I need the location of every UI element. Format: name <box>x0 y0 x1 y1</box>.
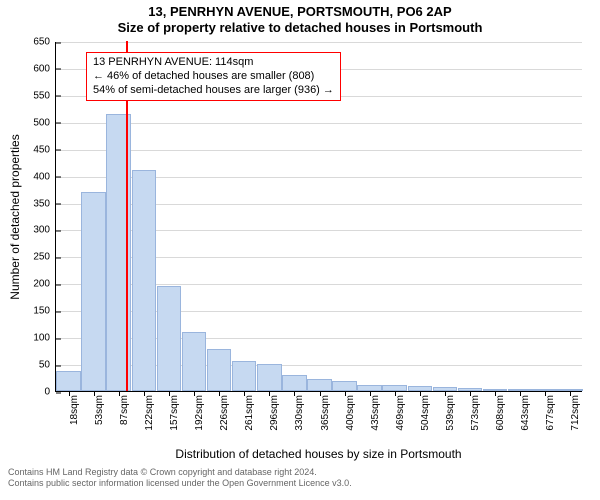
x-tick-label: 469sqm <box>395 395 406 431</box>
footer-attribution: Contains HM Land Registry data © Crown c… <box>8 467 352 490</box>
annotation-line: 54% of semi-detached houses are larger (… <box>93 84 334 98</box>
x-axis-label: Distribution of detached houses by size … <box>175 447 461 461</box>
x-tick-label: 643sqm <box>520 395 531 431</box>
x-tick-label: 712sqm <box>570 395 581 431</box>
y-axis-label: Number of detached properties <box>8 134 22 299</box>
y-tick-label: 600 <box>33 63 56 74</box>
x-tick-label: 504sqm <box>420 395 431 431</box>
y-tick-label: 0 <box>44 387 56 398</box>
histogram-bar <box>182 332 207 391</box>
y-tick-label: 500 <box>33 117 56 128</box>
y-tick-label: 50 <box>39 360 56 371</box>
y-tick-label: 150 <box>33 306 56 317</box>
y-tick-label: 300 <box>33 225 56 236</box>
histogram-bar <box>56 371 81 391</box>
y-tick-label: 200 <box>33 279 56 290</box>
footer-line1: Contains HM Land Registry data © Crown c… <box>8 467 352 478</box>
annotation-line: ← 46% of detached houses are smaller (80… <box>93 70 334 84</box>
x-tick-label: 573sqm <box>470 395 481 431</box>
plot-area-wrapper: 0501001502002503003504004505005506006501… <box>55 42 582 392</box>
plot-area: 0501001502002503003504004505005506006501… <box>55 42 582 392</box>
x-tick-label: 435sqm <box>370 395 381 431</box>
x-tick-label: 87sqm <box>119 395 130 425</box>
x-tick-label: 18sqm <box>69 395 80 425</box>
histogram-bar <box>132 170 157 391</box>
histogram-bar <box>232 361 257 391</box>
x-tick-label: 122sqm <box>144 395 155 431</box>
x-tick-label: 539sqm <box>445 395 456 431</box>
histogram-bar <box>332 381 357 391</box>
y-tick-label: 100 <box>33 333 56 344</box>
histogram-bar <box>207 349 232 391</box>
x-tick-label: 53sqm <box>94 395 105 425</box>
y-tick-label: 450 <box>33 144 56 155</box>
x-tick-label: 608sqm <box>495 395 506 431</box>
x-tick-label: 192sqm <box>194 395 205 431</box>
chart-container: 13, PENRHYN AVENUE, PORTSMOUTH, PO6 2AP … <box>0 0 600 500</box>
chart-title-line2: Size of property relative to detached ho… <box>0 20 600 36</box>
annotation-box: 13 PENRHYN AVENUE: 114sqm← 46% of detach… <box>86 52 341 101</box>
x-tick-label: 400sqm <box>345 395 356 431</box>
histogram-bar <box>81 192 106 391</box>
y-tick-label: 250 <box>33 252 56 263</box>
y-tick-label: 400 <box>33 171 56 182</box>
x-tick-label: 296sqm <box>269 395 280 431</box>
histogram-bar <box>282 375 307 391</box>
x-tick-label: 330sqm <box>294 395 305 431</box>
x-tick-label: 157sqm <box>169 395 180 431</box>
footer-line2: Contains public sector information licen… <box>8 478 352 489</box>
grid-line <box>56 42 582 43</box>
y-tick-label: 550 <box>33 90 56 101</box>
histogram-bar <box>157 286 182 391</box>
histogram-bar <box>257 364 282 391</box>
x-tick-label: 226sqm <box>219 395 230 431</box>
grid-line <box>56 150 582 151</box>
x-tick-label: 365sqm <box>320 395 331 431</box>
chart-title-line1: 13, PENRHYN AVENUE, PORTSMOUTH, PO6 2AP <box>0 0 600 20</box>
annotation-line: 13 PENRHYN AVENUE: 114sqm <box>93 56 334 70</box>
y-tick-label: 350 <box>33 198 56 209</box>
grid-line <box>56 123 582 124</box>
x-tick-label: 677sqm <box>545 395 556 431</box>
histogram-bar <box>307 379 332 391</box>
x-tick-label: 261sqm <box>244 395 255 431</box>
y-tick-label: 650 <box>33 37 56 48</box>
